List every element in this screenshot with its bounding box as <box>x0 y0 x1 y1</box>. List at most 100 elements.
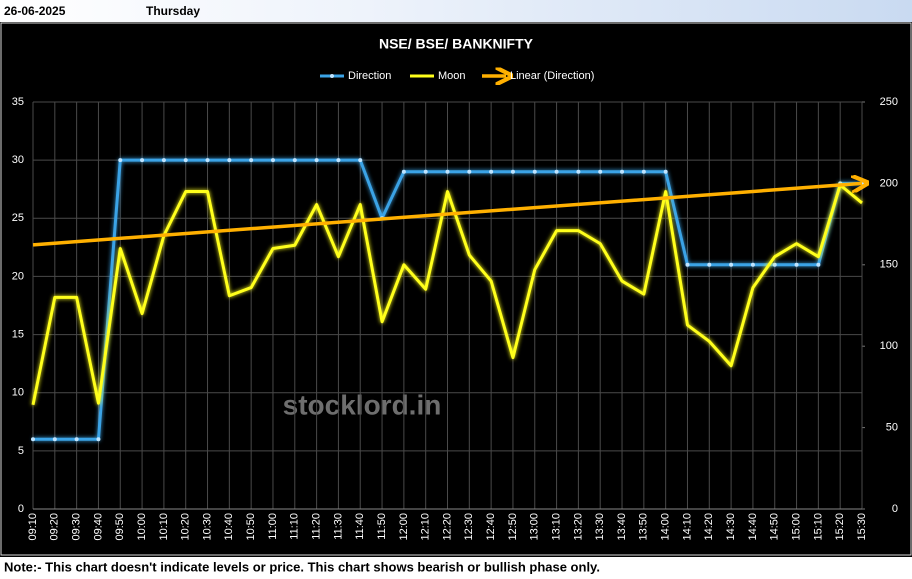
x-tick-label: 13:00 <box>529 513 541 541</box>
y2-tick-label: 150 <box>880 259 898 271</box>
x-tick-label: 14:20 <box>703 513 715 541</box>
x-tick-label: 13:40 <box>616 513 628 541</box>
day: Thursday <box>146 4 200 18</box>
date: 26-06-2025 <box>4 4 66 18</box>
note: Note:- This chart doesn't indicate level… <box>4 559 600 574</box>
x-tick-label: 13:50 <box>638 513 650 541</box>
watermark: stocklord.in <box>283 389 442 420</box>
x-tick-label: 14:40 <box>747 513 759 541</box>
series-marker <box>510 169 515 174</box>
trend-line <box>32 183 862 247</box>
x-tick-label: 12:40 <box>485 513 497 541</box>
series-marker <box>423 169 428 174</box>
series-marker <box>205 158 210 163</box>
x-tick-label: 14:00 <box>660 513 672 541</box>
x-tick-label: 11:20 <box>311 513 323 540</box>
x-tick-label: 09:50 <box>114 513 126 541</box>
x-tick-label: 11:50 <box>376 513 388 540</box>
x-tick-label: 13:30 <box>594 513 606 541</box>
x-tick-label: 15:10 <box>812 513 824 541</box>
series-marker <box>52 437 57 442</box>
y-tick-label: 25 <box>12 212 24 224</box>
y-tick-label: 30 <box>12 154 24 166</box>
chart-title: NSE/ BSE/ BANKNIFTY <box>379 36 534 52</box>
x-tick-label: 10:50 <box>245 513 257 541</box>
legend-label: Linear (Direction) <box>510 70 594 82</box>
series-marker <box>31 437 35 442</box>
x-tick-label: 12:50 <box>507 513 519 541</box>
x-tick-label: 15:20 <box>834 513 846 541</box>
y2-tick-label: 250 <box>880 96 898 108</box>
x-tick-label: 11:40 <box>354 513 366 540</box>
x-tick-label: 12:00 <box>398 513 410 541</box>
series-marker <box>314 158 319 163</box>
y2-tick-label: 50 <box>886 422 898 434</box>
series-marker <box>96 437 101 442</box>
series-marker <box>576 169 581 174</box>
series-marker <box>794 262 799 267</box>
series-marker <box>401 169 406 174</box>
y2-tick-label: 100 <box>880 340 898 352</box>
y2-tick-label: 200 <box>880 177 898 189</box>
header-bar <box>0 0 912 22</box>
x-tick-label: 15:30 <box>856 513 868 541</box>
series-marker <box>532 169 537 174</box>
x-tick-label: 09:30 <box>71 513 83 541</box>
y-tick-label: 0 <box>18 503 24 515</box>
chart-frame <box>0 22 912 556</box>
x-tick-label: 12:10 <box>420 513 432 541</box>
series-marker <box>74 437 79 442</box>
y2-tick-label: 0 <box>892 503 898 515</box>
x-tick-label: 13:20 <box>572 513 584 541</box>
x-tick-label: 14:30 <box>725 513 737 541</box>
series-marker <box>729 262 734 267</box>
series-marker <box>270 158 275 163</box>
x-tick-label: 10:40 <box>223 513 235 541</box>
x-tick-label: 11:00 <box>267 513 279 540</box>
x-tick-label: 10:20 <box>180 513 192 541</box>
series-marker <box>292 158 297 163</box>
series-marker <box>336 158 341 163</box>
x-tick-label: 13:10 <box>550 513 562 541</box>
series-marker <box>750 262 755 267</box>
series-marker <box>445 169 450 174</box>
series-marker <box>489 169 494 174</box>
x-tick-label: 10:30 <box>201 513 213 541</box>
x-tick-label: 14:10 <box>681 513 693 541</box>
legend-label: Moon <box>438 70 466 82</box>
x-tick-label: 10:10 <box>158 513 170 541</box>
y-tick-label: 20 <box>12 270 24 282</box>
plot-area: 0 5 10 15 20 25 30 35 0 50 100 150 200 250 09:10 09:20 0… <box>12 96 898 541</box>
series-marker <box>467 169 472 174</box>
x-tick-label: 09:40 <box>92 513 104 541</box>
series-marker <box>641 169 646 174</box>
x-tick-label: 12:30 <box>463 513 475 541</box>
y-tick-label: 35 <box>12 96 24 108</box>
note-bar <box>0 557 912 579</box>
series-marker <box>554 169 559 174</box>
x-tick-label: 15:00 <box>790 513 802 541</box>
series-marker <box>816 262 821 267</box>
series-line <box>31 183 863 406</box>
x-tick-label: 11:30 <box>332 513 344 540</box>
x-tick-label: 09:10 <box>27 513 39 541</box>
series-marker <box>140 158 145 163</box>
y-tick-label: 5 <box>18 445 24 457</box>
x-tick-label: 12:20 <box>441 513 453 541</box>
series-marker <box>663 169 668 174</box>
series-marker <box>707 262 712 267</box>
series-marker <box>598 169 603 174</box>
y-tick-label: 15 <box>12 328 24 340</box>
legend-marker <box>330 74 334 78</box>
legend-label: Direction <box>348 70 391 82</box>
series-marker <box>183 158 188 163</box>
series-marker <box>685 262 690 267</box>
x-tick-label: 11:10 <box>289 513 301 540</box>
series-marker <box>620 169 625 174</box>
series-marker <box>358 158 363 163</box>
series-marker <box>118 158 123 163</box>
x-tick-label: 09:20 <box>49 513 61 541</box>
series-marker <box>772 262 777 267</box>
